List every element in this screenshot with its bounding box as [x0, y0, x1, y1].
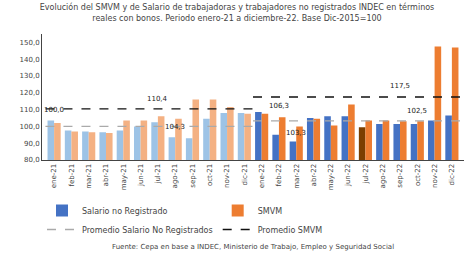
svg-text:nov-22: nov-22: [431, 164, 439, 188]
svg-text:ene-22: ene-22: [258, 164, 266, 188]
svg-text:90,0: 90,0: [24, 140, 40, 148]
svg-text:ago-21: ago-21: [171, 164, 179, 189]
svg-text:jul-21: jul-21: [154, 164, 162, 185]
svg-text:100,0: 100,0: [44, 106, 64, 114]
svg-text:feb-22: feb-22: [275, 164, 283, 187]
svg-text:jul-22: jul-22: [362, 164, 370, 185]
svg-text:dic-22: dic-22: [448, 164, 456, 186]
svg-text:oct-22: oct-22: [414, 164, 422, 186]
svg-text:Salario no Registrado: Salario no Registrado: [82, 207, 168, 216]
svg-text:jun-21: jun-21: [137, 164, 145, 187]
svg-text:104,3: 104,3: [165, 123, 185, 131]
svg-text:may-21: may-21: [120, 164, 128, 191]
svg-text:dic-21: dic-21: [241, 164, 249, 186]
svg-text:abr-22: abr-22: [310, 164, 318, 187]
svg-text:mar-21: mar-21: [85, 164, 93, 189]
svg-text:80,0: 80,0: [24, 156, 40, 164]
svg-text:sep-21: sep-21: [189, 164, 197, 188]
svg-text:jun-22: jun-22: [344, 164, 352, 187]
svg-text:100,0: 100,0: [20, 123, 40, 131]
svg-text:120,0: 120,0: [20, 89, 40, 97]
svg-text:150,0: 150,0: [20, 39, 40, 47]
svg-text:may-22: may-22: [327, 164, 335, 191]
svg-text:Promedio Salario No Registrado: Promedio Salario No Registrados: [82, 226, 213, 235]
svg-text:Fuente: Cepa en base a INDEC,: Fuente: Cepa en base a INDEC, Ministerio…: [112, 243, 394, 251]
svg-text:feb-21: feb-21: [68, 164, 76, 187]
svg-text:oct-21: oct-21: [206, 164, 214, 186]
svg-text:110,0: 110,0: [20, 106, 40, 114]
svg-text:130,0: 130,0: [20, 72, 40, 80]
svg-text:nov-21: nov-21: [223, 164, 231, 188]
svg-text:117,5: 117,5: [390, 82, 410, 90]
svg-text:ago-22: ago-22: [379, 164, 387, 189]
svg-text:Promedio SMVM: Promedio SMVM: [258, 226, 323, 235]
svg-text:102,5: 102,5: [407, 107, 427, 115]
svg-text:abr-21: abr-21: [102, 164, 110, 187]
svg-text:mar-22: mar-22: [293, 164, 301, 189]
svg-text:103,3: 103,3: [286, 129, 306, 137]
svg-text:Evolución del SMVM y de Salari: Evolución del SMVM y de Salario de traba…: [40, 2, 435, 22]
svg-text:140,0: 140,0: [20, 56, 40, 64]
svg-text:110,4: 110,4: [147, 95, 168, 103]
svg-text:106,3: 106,3: [269, 102, 289, 110]
svg-text:ene-21: ene-21: [50, 164, 58, 188]
svg-text:SMVM: SMVM: [258, 207, 282, 216]
svg-text:sep-22: sep-22: [396, 164, 404, 188]
